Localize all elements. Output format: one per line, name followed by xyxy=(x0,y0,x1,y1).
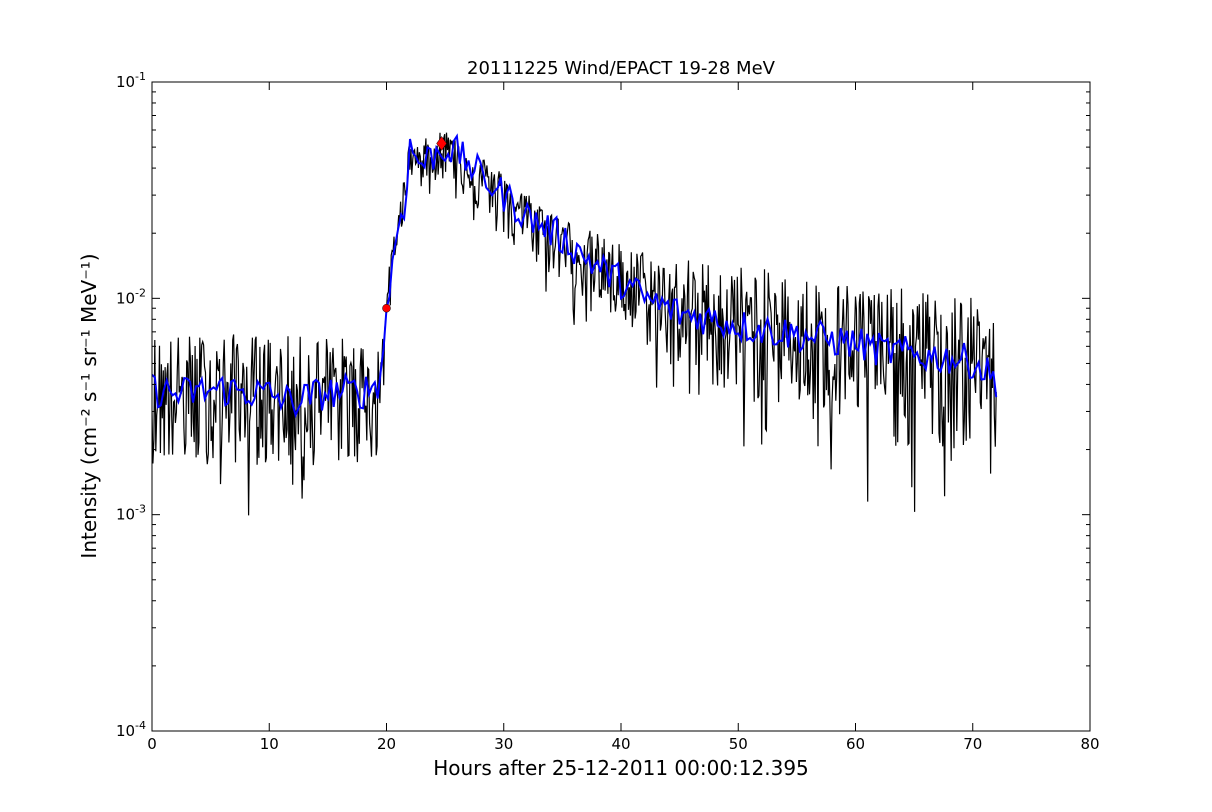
x-tick-label: 50 xyxy=(729,735,748,753)
x-tick-label: 0 xyxy=(147,735,157,753)
raw-intensity-line xyxy=(152,132,997,516)
chart-title: 20111225 Wind/EPACT 19-28 MeV xyxy=(467,58,776,79)
y-tick-label: 10-1 xyxy=(116,70,146,91)
x-tick-label: 10 xyxy=(260,735,279,753)
x-tick-label: 60 xyxy=(846,735,865,753)
x-axis-title: Hours after 25-12-2011 00:00:12.395 xyxy=(433,756,809,780)
x-tick-label: 40 xyxy=(611,735,630,753)
onset-marker xyxy=(382,303,391,313)
peak-marker xyxy=(436,136,447,151)
y-axis-title: Intensity (cm⁻² s⁻¹ sr⁻¹ MeV⁻¹) xyxy=(77,253,101,558)
y-tick-label: 10-2 xyxy=(116,286,146,307)
x-tick-label: 30 xyxy=(494,735,513,753)
x-tick-label: 70 xyxy=(963,735,982,753)
y-tick-label: 10-4 xyxy=(116,719,146,740)
x-tick-label: 80 xyxy=(1080,735,1099,753)
x-tick-label: 20 xyxy=(377,735,396,753)
y-tick-label: 10-3 xyxy=(116,503,146,524)
smoothed-intensity-line xyxy=(152,133,998,419)
